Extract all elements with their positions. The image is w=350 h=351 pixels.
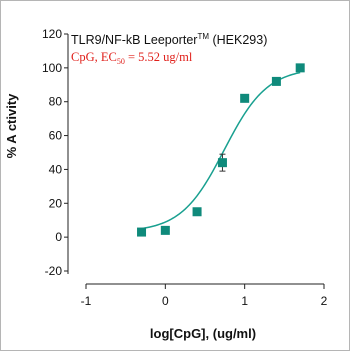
y-tick-label: 0 bbox=[55, 230, 62, 244]
x-tick-label: -1 bbox=[81, 294, 92, 308]
y-tick-label: 60 bbox=[49, 129, 63, 143]
y-axis-label: % A ctivity bbox=[4, 93, 19, 159]
data-point bbox=[271, 76, 281, 86]
data-point bbox=[295, 63, 305, 73]
plot-layer: -20 0 20 40 60 80 100 120 -1 0 1 2 bbox=[42, 27, 328, 308]
x-tick-label: 1 bbox=[241, 294, 248, 308]
y-tick-label: 100 bbox=[42, 61, 62, 75]
y-tick-label: 120 bbox=[42, 27, 62, 41]
y-tick-label: 80 bbox=[49, 95, 63, 109]
y-tick-label: -20 bbox=[45, 264, 63, 278]
data-point bbox=[240, 93, 250, 103]
data-point bbox=[137, 227, 147, 237]
data-point bbox=[192, 207, 202, 217]
y-tick-label: 40 bbox=[49, 162, 63, 176]
y-tick-label: 20 bbox=[49, 196, 63, 210]
data-point bbox=[217, 158, 227, 168]
data-point bbox=[160, 225, 170, 235]
x-tick-label: 2 bbox=[321, 294, 328, 308]
chart-subtitle: CpG, EC50 = 5.52 ug/ml bbox=[71, 50, 193, 66]
chart-title: TLR9/NF-kB LeeporterTM (HEK293) bbox=[71, 32, 267, 47]
x-tick-label: 0 bbox=[162, 294, 169, 308]
fit-curve bbox=[141, 71, 301, 230]
x-axis-label: log[CpG], (ug/ml) bbox=[150, 326, 256, 341]
